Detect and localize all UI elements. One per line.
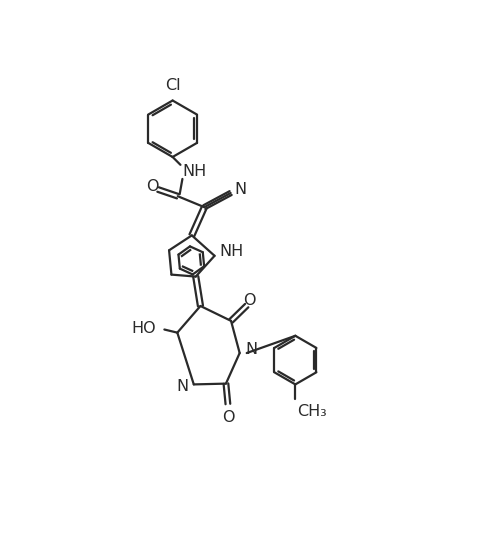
Text: O: O xyxy=(146,179,159,194)
Text: NH: NH xyxy=(182,164,207,179)
Text: N: N xyxy=(245,343,257,358)
Text: Cl: Cl xyxy=(165,79,180,94)
Text: CH₃: CH₃ xyxy=(297,404,327,419)
Text: O: O xyxy=(243,293,256,307)
Text: N: N xyxy=(234,182,246,197)
Text: N: N xyxy=(176,379,188,394)
Text: O: O xyxy=(222,410,234,425)
Text: HO: HO xyxy=(131,321,156,336)
Text: NH: NH xyxy=(219,244,243,258)
